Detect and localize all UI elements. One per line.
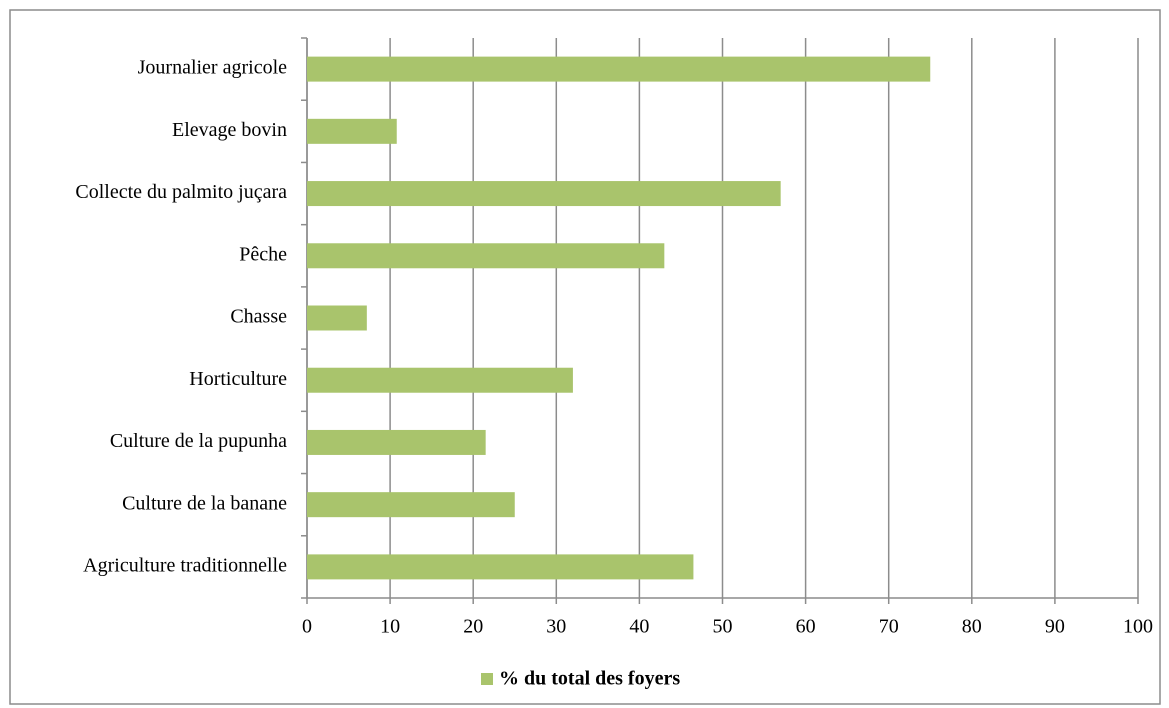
bar [307, 367, 573, 393]
bar [307, 118, 397, 144]
x-tick-label: 100 [1123, 616, 1153, 638]
x-tick-label: 80 [962, 616, 982, 638]
y-tick-label: Chasse [230, 306, 287, 328]
x-tick-label: 90 [1045, 616, 1065, 638]
chart-border [9, 9, 1161, 705]
x-tick-label: 30 [546, 616, 566, 638]
bar [307, 243, 665, 269]
legend-swatch [481, 673, 493, 685]
y-tick-label: Horticulture [189, 368, 287, 390]
y-tick-label: Journalier agricole [138, 57, 287, 79]
y-tick-label: Elevage bovin [172, 119, 287, 141]
bar [307, 181, 781, 207]
x-tick-label: 50 [713, 616, 733, 638]
y-tick-label: Culture de la pupunha [110, 430, 287, 452]
x-tick-label: 60 [796, 616, 816, 638]
x-tick-label: 20 [463, 616, 483, 638]
y-tick-label: Pêche [239, 243, 287, 265]
bar [307, 429, 486, 455]
bar [307, 56, 931, 82]
bar [307, 554, 694, 580]
bar [307, 492, 515, 518]
x-tick-label: 10 [380, 616, 400, 638]
x-tick-label: 0 [302, 616, 312, 638]
x-tick-label: 70 [879, 616, 899, 638]
y-tick-label: Culture de la banane [122, 492, 287, 514]
x-tick-label: 40 [629, 616, 649, 638]
y-tick-label: Collecte du palmito juçara [75, 181, 287, 203]
bar [307, 305, 367, 331]
legend-label: % du total des foyers [499, 668, 680, 690]
y-tick-label: Agriculture traditionnelle [83, 554, 287, 576]
